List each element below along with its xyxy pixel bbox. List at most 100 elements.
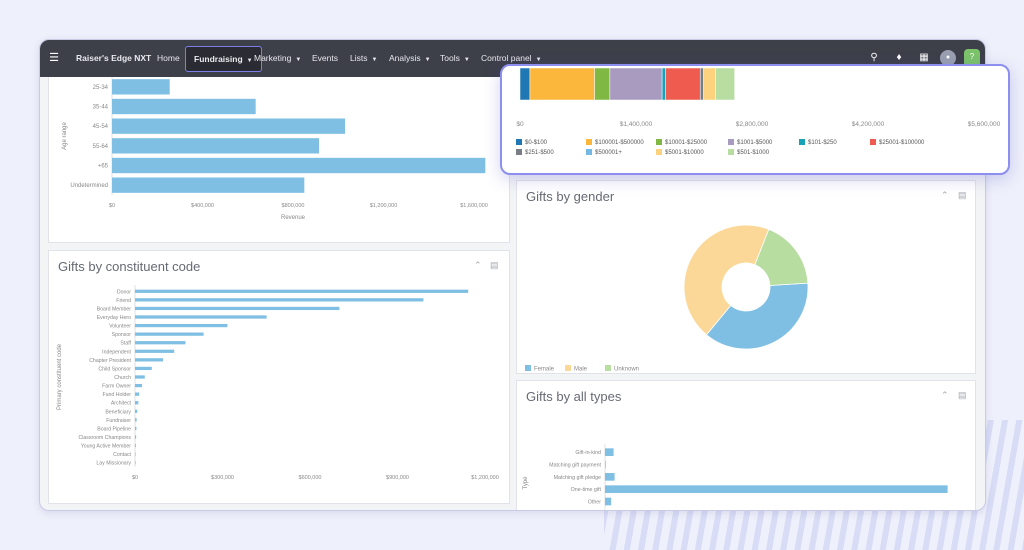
category-label: Independent [102, 349, 131, 355]
bar [135, 401, 139, 405]
category-label: One-time gift [571, 487, 602, 493]
x-tick-label: $1,200,000 [471, 475, 499, 481]
x-tick-label: $800,000 [282, 203, 305, 209]
stacked-segment [609, 67, 663, 101]
age-panel: 25-34 35-44 45-54 55-64 +65 Undetermined $0 $40… [48, 75, 510, 243]
bar [112, 118, 346, 134]
legend-swatch [516, 149, 522, 155]
bar [135, 461, 136, 465]
bar [605, 460, 606, 469]
search-icon[interactable]: ⚲ [870, 52, 878, 63]
x-tick-label: $900,000 [386, 475, 409, 481]
category-label: Board Member [97, 306, 132, 312]
category-label: Everyday Hero [97, 315, 131, 321]
bar [135, 298, 424, 302]
nav-item-events[interactable]: Events [312, 40, 338, 77]
legend-swatch [656, 149, 662, 155]
x-tick-label: $0 [516, 121, 524, 128]
legend-label: $1001-$5000 [737, 140, 773, 146]
category-label: Friend [116, 298, 131, 304]
bar [135, 383, 142, 388]
constituent-chart: Donor Friend Board Member Everyday Hero Volu… [57, 285, 499, 481]
collapse-icon[interactable]: ⌃ [474, 260, 482, 270]
category-label: Staff [120, 341, 131, 347]
chevron-down-icon: ▼ [424, 57, 431, 63]
legend-label: $5001-$10000 [665, 150, 704, 156]
bar [605, 485, 948, 493]
x-tick-label: $1,600,000 [460, 203, 488, 209]
y-axis-label: Primary constituent code [57, 343, 63, 410]
chevron-down-icon: ▼ [463, 57, 470, 63]
legend-label: $251-$500 [525, 150, 554, 156]
nav-item-label: Analysis [389, 53, 421, 63]
bar [135, 358, 163, 362]
nav-item-control-panel[interactable]: Control panel ▼ [481, 40, 542, 77]
x-tick-label: $0 [132, 475, 138, 481]
stacked-segment [529, 67, 595, 101]
legend-label: $100001-$500000 [595, 140, 644, 146]
nav-item-label: Control panel [481, 53, 532, 63]
bar [135, 426, 137, 431]
panel-title: Gifts by constituent code [58, 259, 201, 274]
category-label: Farm Owner [102, 384, 131, 390]
legend-swatch [516, 139, 522, 145]
nav-item-label: Marketing [254, 53, 292, 63]
avatar[interactable]: ● [940, 50, 956, 66]
x-tick-label: $1,400,000 [620, 121, 653, 128]
y-axis-label: Age range [62, 122, 68, 150]
stacked-segment [703, 67, 716, 101]
gender-chart: Female Male Unknown [525, 224, 809, 373]
legend-swatch [728, 149, 734, 155]
collapse-icon[interactable]: ⌃ [941, 190, 949, 200]
category-label: Matching gift payment [549, 463, 601, 469]
pie-slice [705, 282, 809, 350]
legend-label: $10001-$25000 [665, 140, 708, 146]
nav-item-fundraising[interactable]: Fundraising ▼ [185, 46, 262, 72]
panel-title: Gifts by all types [526, 389, 622, 404]
category-label: Chapter President [89, 358, 131, 364]
legend-swatch [605, 365, 611, 371]
collapse-icon[interactable]: ⌃ [941, 390, 949, 400]
category-label: +65 [98, 164, 109, 170]
bar [135, 443, 136, 448]
category-label: Undetermined [70, 183, 108, 189]
bar [135, 323, 228, 328]
settings-icon[interactable]: ▤ [958, 390, 967, 400]
nav-item-lists[interactable]: Lists ▼ [350, 40, 377, 77]
settings-icon[interactable]: ▤ [490, 260, 499, 270]
bar [112, 98, 256, 115]
chevron-down-icon: ▼ [295, 57, 302, 63]
category-label: Gift-in-kind [575, 450, 601, 456]
app-brand[interactable]: Raiser's Edge NXT [76, 53, 152, 63]
help-icon[interactable]: ? [964, 49, 980, 67]
nav-item-home[interactable]: Home [157, 40, 180, 77]
bar [135, 375, 145, 379]
legend-swatch [728, 139, 734, 145]
chevron-down-icon: ▼ [371, 57, 378, 63]
bar [135, 306, 340, 311]
legend-swatch [586, 139, 592, 145]
calculator-icon[interactable]: ▦ [919, 52, 929, 63]
legend-swatch [565, 365, 571, 371]
nav-item-label: Events [312, 53, 338, 63]
nav-item-analysis[interactable]: Analysis ▼ [389, 40, 431, 77]
category-label: Lay Missionary [96, 461, 131, 467]
y-axis-label: Type [523, 476, 529, 490]
panel-title: Gifts by gender [526, 189, 615, 204]
category-label: 55-64 [93, 144, 109, 150]
x-axis-label: Revenue [281, 215, 306, 221]
nav-item-tools[interactable]: Tools ▼ [440, 40, 470, 77]
hamburger-menu-icon[interactable]: ☰ [49, 52, 59, 64]
bar [135, 392, 140, 396]
category-label: Contact [113, 452, 131, 458]
x-tick-label: $4,200,000 [852, 121, 885, 128]
nav-item-label: Lists [350, 53, 368, 63]
legend-label: $0-$100 [525, 140, 548, 146]
nav-item-marketing[interactable]: Marketing ▼ [254, 40, 301, 77]
legend-label: Male [574, 367, 588, 373]
legend-label: $25001-$100000 [879, 140, 925, 146]
bell-icon[interactable]: ♦ [896, 52, 902, 63]
category-label: Church [114, 375, 131, 381]
settings-icon[interactable]: ▤ [958, 190, 967, 200]
types-panel: Gifts by all types ⌃ ▤ Gift-in-kind Match… [516, 380, 976, 510]
